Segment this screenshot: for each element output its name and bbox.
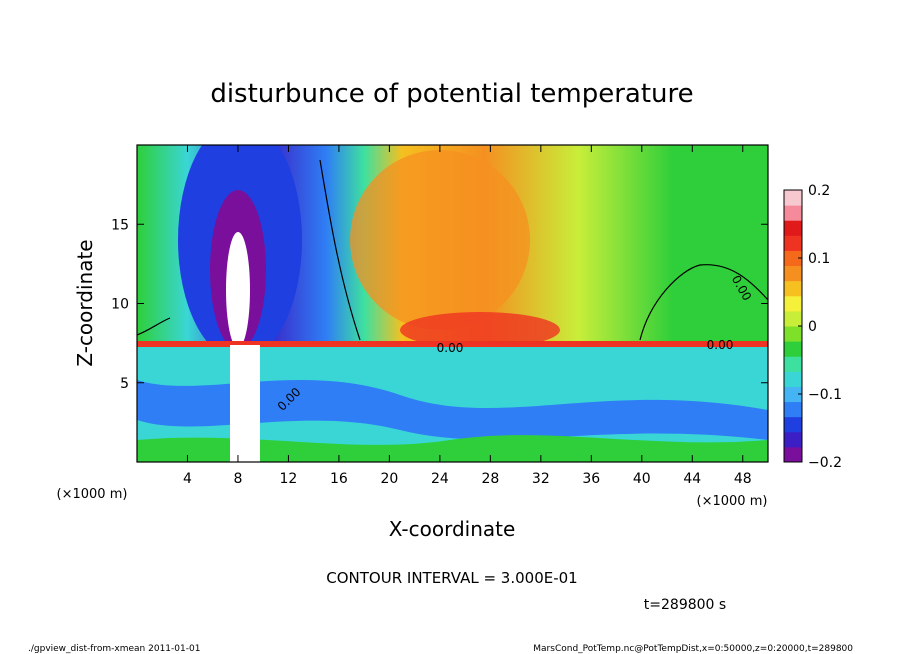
- x-tick-label: 20: [380, 471, 398, 487]
- colorbar-segment: [784, 205, 802, 221]
- colorbar-segment: [784, 250, 802, 267]
- x-tick-label: 12: [280, 471, 298, 487]
- y-axis-ticks: 5 10 15: [111, 217, 768, 392]
- plume-stem: [230, 345, 260, 462]
- footer-left: ./gpview_dist-from-xmean 2011-01-01: [28, 644, 200, 654]
- colorbar-tick-label: 0: [808, 319, 817, 335]
- footer-right: MarsCond_PotTemp.nc@PotTempDist,x=0:5000…: [533, 644, 853, 654]
- colorbar-segment: [784, 416, 802, 433]
- colorbar-tick-label: 0.2: [808, 183, 830, 199]
- colorbar-segment: [784, 401, 802, 418]
- colorbar-segment: [784, 371, 802, 387]
- colorbar-segment: [784, 446, 802, 463]
- colorbar-segment: [784, 310, 802, 327]
- x-tick-label: 24: [431, 471, 449, 487]
- colorbar-ticks: 0.2 0.1 0 −0.1 −0.2: [798, 183, 842, 471]
- lower-green-band: [137, 435, 768, 462]
- colorbar-segment: [784, 190, 802, 206]
- x-tick-label: 40: [633, 471, 651, 487]
- colorbar-segment: [784, 295, 802, 312]
- x-axis-label: X-coordinate: [389, 517, 516, 541]
- colorbar-tick-label: −0.2: [808, 455, 842, 471]
- x-tick-label: 32: [532, 471, 550, 487]
- time-note: t=289800 s: [644, 597, 726, 613]
- cold-plume-center: [226, 232, 250, 348]
- colorbar-segment: [784, 220, 802, 236]
- x-tick-label: 8: [233, 471, 242, 487]
- x-tick-label: 4: [183, 471, 192, 487]
- colorbar-segment: [784, 235, 802, 251]
- colorbar-segment: [784, 280, 802, 297]
- y-tick-label: 10: [111, 297, 129, 313]
- x-tick-label: 44: [683, 471, 701, 487]
- x-tick-label: 28: [481, 471, 499, 487]
- warm-near-surface: [400, 312, 560, 348]
- colorbar-segment: [784, 265, 802, 282]
- warm-region: [350, 150, 530, 330]
- colorbar-segment: [784, 386, 802, 403]
- contour-interval-note: CONTOUR INTERVAL = 3.000E-01: [326, 569, 577, 587]
- x-tick-label: 48: [734, 471, 752, 487]
- colorbar-segment: [784, 356, 802, 372]
- colorbar-segment: [784, 341, 802, 357]
- y-axis-label: Z-coordinate: [73, 239, 97, 366]
- plot-area: [137, 145, 768, 462]
- contour-zero-upper: [137, 159, 768, 341]
- colorbar-tick-label: −0.1: [808, 387, 842, 403]
- colorbar-segment: [784, 431, 802, 448]
- x-tick-label: 16: [330, 471, 348, 487]
- y-tick-label: 5: [120, 376, 129, 392]
- x-tick-label: 36: [582, 471, 600, 487]
- x-axis-ticks: 4 8 12 16 20 24 28 32 36 40 44 48: [183, 145, 752, 487]
- colorbar-tick-label: 0.1: [808, 251, 830, 267]
- lower-blue-band: [137, 380, 768, 440]
- y-tick-label: 15: [111, 217, 129, 233]
- chart-title: disturbunce of potential temperature: [210, 79, 693, 109]
- x-axis-unit-left: (×1000 m): [57, 487, 128, 502]
- x-axis-unit-right: (×1000 m): [697, 494, 768, 509]
- contour-label: 0.00: [437, 341, 464, 355]
- contour-label: 0.00: [707, 338, 734, 352]
- colorbar: [784, 190, 802, 463]
- colorbar-segment: [784, 326, 802, 342]
- inversion-band: [137, 341, 768, 347]
